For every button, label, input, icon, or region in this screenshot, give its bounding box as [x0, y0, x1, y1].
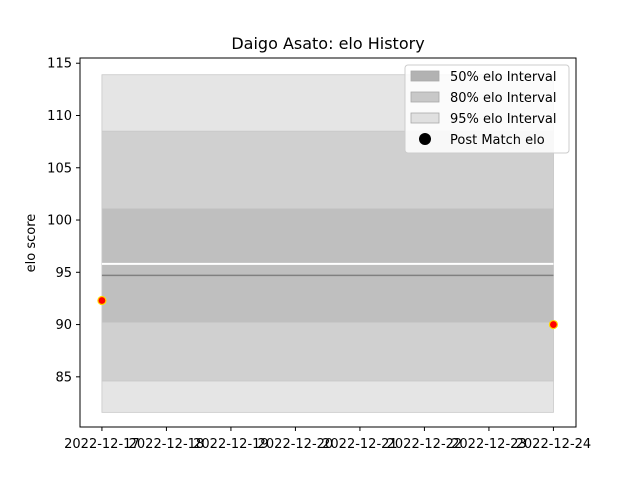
chart-title: Daigo Asato: elo History — [231, 34, 424, 53]
x-tick-label: 2022-12-22 — [387, 437, 463, 452]
y-tick-label: 95 — [55, 266, 72, 281]
legend-label: 50% elo Interval — [450, 70, 557, 85]
legend-label: 95% elo Interval — [450, 112, 557, 127]
legend-marker — [419, 133, 431, 145]
legend-swatch — [410, 91, 440, 103]
y-tick-label: 85 — [55, 370, 72, 385]
x-tick-label: 2022-12-23 — [451, 437, 527, 452]
x-tick-label: 2022-12-19 — [193, 437, 269, 452]
legend-box — [404, 64, 570, 154]
y-tick-label: 110 — [47, 109, 72, 124]
legend: 50% elo Interval 80% elo Interval 95% elo … — [404, 64, 570, 154]
plot-frame — [79, 57, 577, 428]
y-tick-label: 100 — [47, 214, 72, 229]
y-tick-label: 115 — [47, 57, 72, 72]
y-tick-label: 90 — [55, 318, 72, 333]
y-axis-label: elo score — [24, 214, 39, 273]
x-tick-label: 2022-12-18 — [129, 437, 205, 452]
x-tick-label: 2022-12-21 — [322, 437, 398, 452]
y-axis: 85 90 95 100 105 110 115 — [47, 57, 80, 385]
post-match-point-2 — [548, 319, 559, 330]
legend-label: 80% elo Interval — [450, 91, 557, 106]
x-axis: 2022-12-172022-12-182022-12-192022-12-20… — [64, 427, 591, 452]
y-tick-label: 105 — [47, 161, 72, 176]
legend-swatch — [410, 112, 440, 124]
x-tick-label: 2022-12-20 — [258, 437, 334, 452]
x-tick-label: 2022-12-17 — [64, 437, 140, 452]
x-tick-label: 2022-12-24 — [516, 437, 592, 452]
legend-label: Post Match elo — [450, 133, 545, 148]
interval-band-3 — [101, 208, 554, 323]
post-match-point-1 — [97, 295, 107, 306]
legend-swatch — [410, 70, 440, 82]
